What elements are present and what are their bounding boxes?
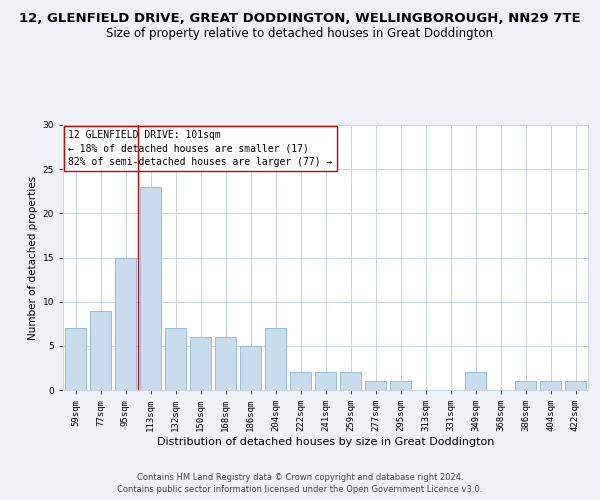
Bar bbox=[240, 346, 261, 390]
Text: Size of property relative to detached houses in Great Doddington: Size of property relative to detached ho… bbox=[107, 28, 493, 40]
Bar bbox=[265, 328, 286, 390]
Bar bbox=[515, 381, 536, 390]
X-axis label: Distribution of detached houses by size in Great Doddington: Distribution of detached houses by size … bbox=[157, 437, 494, 447]
Bar bbox=[540, 381, 561, 390]
Bar bbox=[315, 372, 336, 390]
Text: 12, GLENFIELD DRIVE, GREAT DODDINGTON, WELLINGBOROUGH, NN29 7TE: 12, GLENFIELD DRIVE, GREAT DODDINGTON, W… bbox=[19, 12, 581, 26]
Text: Contains HM Land Registry data © Crown copyright and database right 2024.
Contai: Contains HM Land Registry data © Crown c… bbox=[118, 472, 482, 494]
Bar bbox=[190, 337, 211, 390]
Bar bbox=[90, 310, 111, 390]
Bar bbox=[115, 258, 136, 390]
Bar bbox=[365, 381, 386, 390]
Bar bbox=[390, 381, 411, 390]
Y-axis label: Number of detached properties: Number of detached properties bbox=[28, 176, 38, 340]
Bar bbox=[340, 372, 361, 390]
Bar bbox=[290, 372, 311, 390]
Bar bbox=[165, 328, 186, 390]
Bar bbox=[215, 337, 236, 390]
Bar bbox=[565, 381, 586, 390]
Bar bbox=[140, 187, 161, 390]
Text: 12 GLENFIELD DRIVE: 101sqm
← 18% of detached houses are smaller (17)
82% of semi: 12 GLENFIELD DRIVE: 101sqm ← 18% of deta… bbox=[68, 130, 332, 166]
Bar bbox=[65, 328, 86, 390]
Bar bbox=[465, 372, 486, 390]
